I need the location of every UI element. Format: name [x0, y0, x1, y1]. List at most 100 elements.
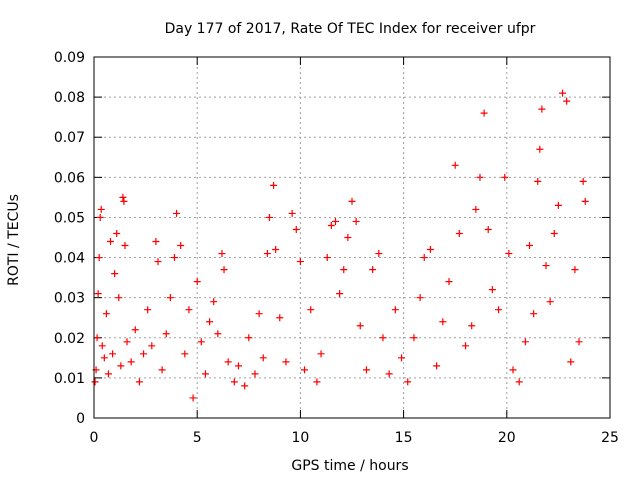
data-point [375, 250, 383, 258]
data-point [369, 266, 377, 274]
data-point [385, 370, 393, 378]
data-point [241, 382, 249, 390]
data-point [123, 338, 131, 346]
data-point [445, 278, 453, 286]
data-point [230, 378, 238, 386]
data-point [127, 358, 135, 366]
y-tick-label: 0.07 [54, 130, 85, 146]
data-point [181, 350, 189, 358]
data-point [162, 330, 170, 338]
data-point [313, 378, 321, 386]
data-point [193, 278, 201, 286]
data-point [515, 378, 523, 386]
data-point [505, 250, 513, 258]
data-point [563, 97, 571, 105]
grid-lines [94, 57, 610, 418]
y-tick-label: 0.01 [54, 371, 85, 387]
data-point [323, 254, 331, 262]
chart-title: Day 177 of 2017, Rate Of TEC Index for r… [165, 21, 536, 37]
data-point [559, 89, 567, 97]
data-point [509, 366, 517, 374]
data-point [472, 205, 480, 213]
data-point [265, 213, 273, 221]
data-point [462, 342, 470, 350]
y-axis-label: ROTI / TECUs [6, 194, 22, 286]
data-point [272, 246, 280, 254]
data-point [579, 177, 587, 185]
data-point [571, 266, 579, 274]
data-point [91, 378, 99, 386]
data-point [352, 217, 360, 225]
data-point [148, 342, 156, 350]
data-point [340, 266, 348, 274]
data-point [166, 294, 174, 302]
data-point [468, 322, 476, 330]
plot-frame [93, 56, 611, 419]
data-point [224, 358, 232, 366]
data-point [391, 306, 399, 314]
data-point [526, 242, 534, 250]
data-point [218, 250, 226, 258]
x-tick-label: 0 [90, 430, 99, 446]
data-point [113, 229, 121, 237]
data-point [93, 334, 101, 342]
data-point [115, 294, 123, 302]
y-tick-label: 0.05 [54, 210, 85, 226]
y-tick-label: 0.03 [54, 291, 85, 307]
y-tick-label: 0 [76, 411, 85, 427]
data-point [356, 322, 364, 330]
x-tick-label: 10 [291, 430, 309, 446]
data-point [263, 250, 271, 258]
data-point [398, 354, 406, 362]
data-point [554, 201, 562, 209]
data-point [255, 310, 263, 318]
data-point [210, 298, 218, 306]
data-point [245, 334, 253, 342]
x-tick-label: 20 [498, 430, 516, 446]
x-tick-label: 5 [193, 430, 202, 446]
data-point [109, 350, 117, 358]
y-tick-label: 0.02 [54, 331, 85, 347]
data-point [307, 306, 315, 314]
axis-ticks: 0 0.01 0.02 0.03 0.04 0.05 0.06 0.07 0.08 0.09 0 5 1… [54, 50, 619, 446]
data-point [95, 254, 103, 262]
data-point [185, 306, 193, 314]
data-point [416, 294, 424, 302]
data-point [348, 197, 356, 205]
data-point [154, 258, 162, 266]
data-point [296, 258, 304, 266]
data-point [189, 394, 197, 402]
data-point [158, 366, 166, 374]
data-point [476, 173, 484, 181]
data-point [234, 362, 242, 370]
data-point [575, 338, 583, 346]
data-point [480, 109, 488, 117]
data-point [433, 362, 441, 370]
data-point [331, 217, 339, 225]
data-point [495, 306, 503, 314]
data-point [534, 177, 542, 185]
data-point [426, 246, 434, 254]
data-point [282, 358, 290, 366]
data-point [98, 342, 106, 350]
data-point [536, 145, 544, 153]
data-point [288, 209, 296, 217]
data-point [530, 310, 538, 318]
data-point [140, 350, 148, 358]
data-point [270, 181, 278, 189]
data-point [259, 354, 267, 362]
data-point [97, 205, 105, 213]
data-point [197, 338, 205, 346]
y-tick-label: 0.08 [54, 90, 85, 106]
data-point [117, 362, 125, 370]
data-point [120, 197, 128, 205]
data-point [104, 370, 112, 378]
x-tick-label: 15 [395, 430, 413, 446]
data-point [501, 173, 509, 181]
data-point [379, 334, 387, 342]
data-point [484, 225, 492, 233]
data-point [488, 286, 496, 294]
data-point [439, 318, 447, 326]
data-point [276, 314, 284, 322]
data-point [100, 354, 108, 362]
